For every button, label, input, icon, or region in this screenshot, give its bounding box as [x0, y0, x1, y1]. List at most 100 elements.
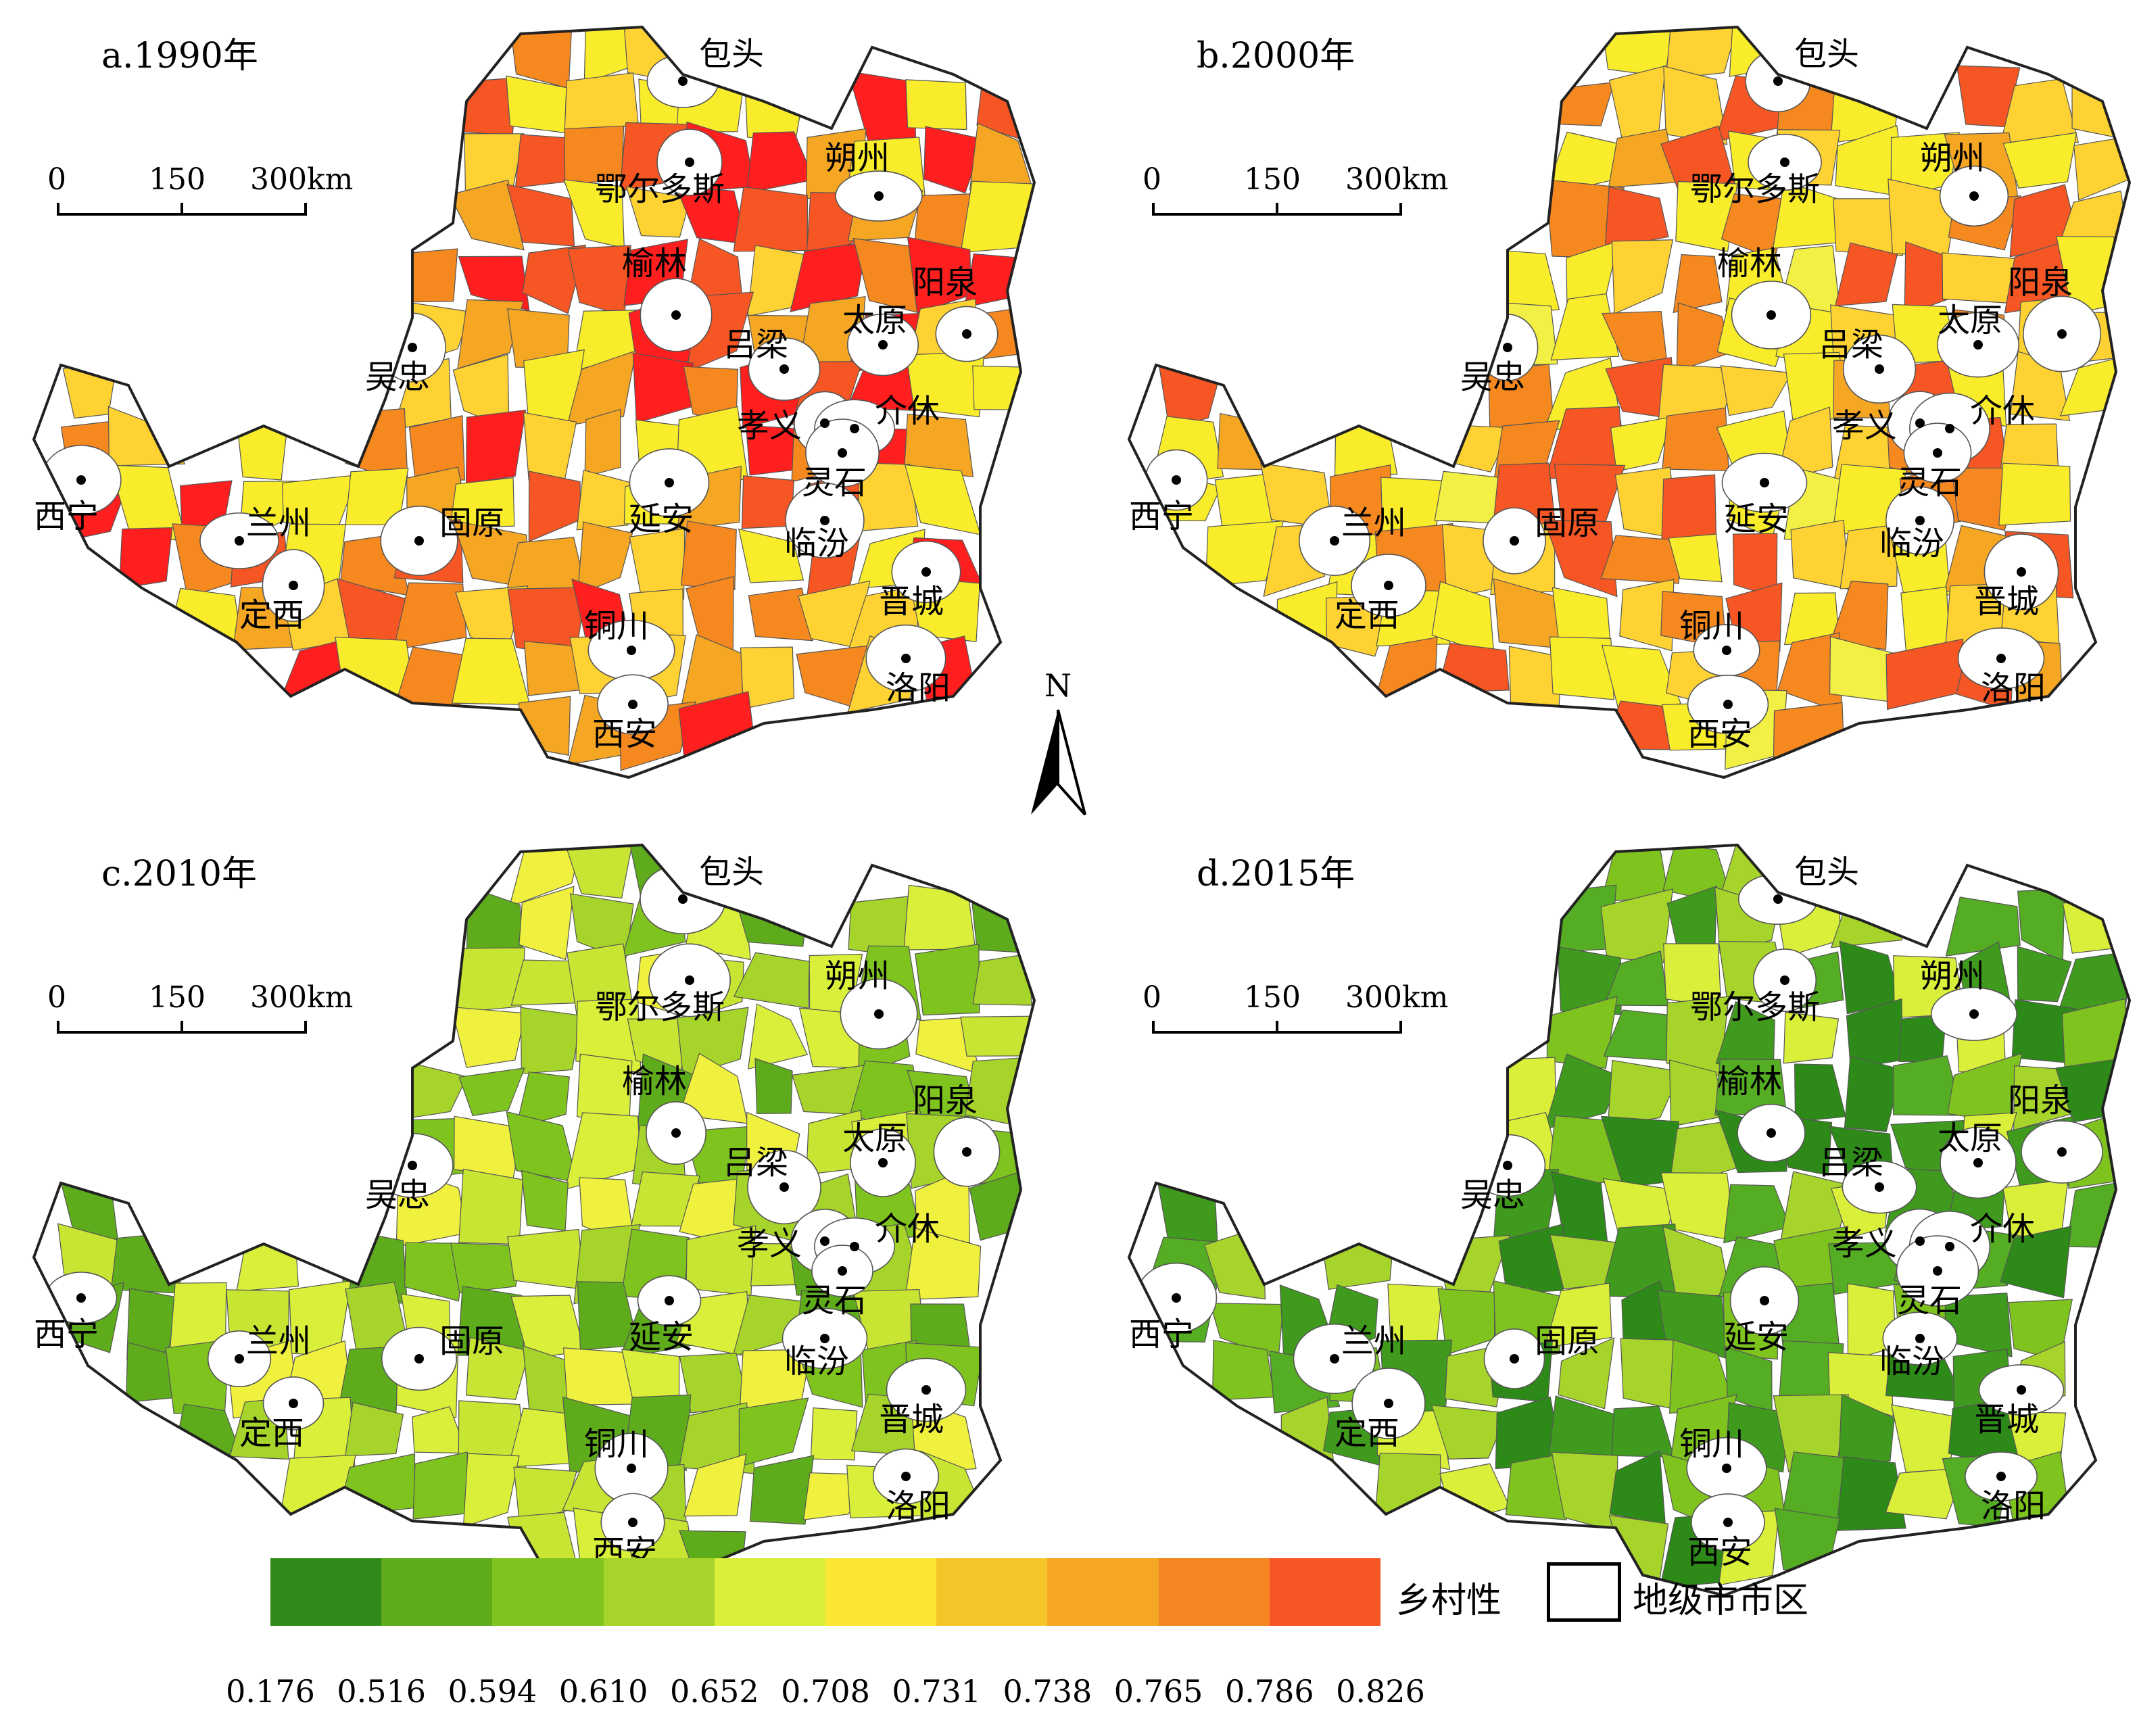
city-label: 阳泉: [913, 264, 978, 302]
region-outline: [1127, 25, 2132, 779]
city-marker: [874, 1009, 884, 1019]
urban-area-label: 地级市市区: [1633, 1581, 1809, 1621]
city-label: 吕梁: [723, 1144, 788, 1182]
county-area: [577, 521, 633, 596]
county-area: [748, 587, 814, 642]
legend-color-ramp: [270, 1558, 1381, 1626]
city-label: 晋城: [879, 1401, 944, 1439]
county-area: [810, 1407, 858, 1461]
city-label: 固原: [1535, 504, 1600, 542]
city-label: 介休: [875, 1210, 940, 1248]
scale-label-150: 150: [1244, 980, 1301, 1015]
legend-swatch: [825, 1558, 937, 1626]
city-marker: [2057, 1147, 2067, 1157]
city-label: 洛阳: [1981, 1487, 2046, 1525]
city-label: 太原: [1938, 1119, 2002, 1157]
county-area: [458, 1067, 525, 1117]
city-marker: [1510, 536, 1519, 546]
county-area: [235, 406, 290, 481]
county-area: [735, 892, 810, 947]
city-marker: [1933, 1266, 1942, 1276]
city-label: 晋城: [1974, 583, 2039, 621]
county-area: [1794, 1063, 1846, 1122]
county-area: [905, 79, 967, 130]
county-area: [1505, 1453, 1567, 1520]
city-marker: [1773, 894, 1783, 904]
scale-bar: 0 150 300km: [1143, 980, 1448, 1041]
city-label: 介休: [875, 392, 940, 430]
city-marker: [779, 1182, 789, 1192]
city-marker: [850, 424, 859, 433]
county-area: [344, 1401, 404, 1457]
scale-label-150: 150: [149, 162, 206, 197]
city-label: 临汾: [784, 525, 849, 562]
county-area: [1620, 1338, 1676, 1409]
city-label: 吴忠: [1460, 1176, 1525, 1214]
city-marker: [414, 536, 424, 546]
county-area: [632, 352, 694, 424]
county-area: [107, 406, 186, 466]
city-label: 阳泉: [2008, 264, 2073, 302]
city-marker: [962, 1147, 971, 1157]
county-area: [680, 521, 737, 591]
county-area: [677, 1007, 749, 1078]
county-area: [972, 365, 1034, 411]
city-label: 兰州: [1341, 1322, 1406, 1360]
city-label: 西宁: [1129, 1316, 1194, 1353]
city-marker: [665, 1296, 674, 1305]
county-area: [1673, 254, 1723, 314]
county-area: [1544, 1282, 1612, 1349]
county-area: [1546, 996, 1618, 1069]
city-label: 鄂尔多斯: [1690, 170, 1820, 208]
city-marker: [1875, 1182, 1884, 1192]
city-label: 晋城: [1974, 1401, 2039, 1439]
city-label: 包头: [1794, 35, 1859, 73]
county-area: [749, 1455, 815, 1525]
city-marker: [1996, 1472, 2006, 1481]
city-marker: [1996, 654, 2006, 663]
county-area: [404, 1242, 467, 1302]
city-label: 固原: [1535, 1322, 1600, 1360]
city-label: 朔州: [1920, 957, 1985, 995]
county-area: [1543, 1053, 1622, 1130]
county-area: [2000, 78, 2080, 143]
county-area: [280, 1454, 356, 1515]
county-area: [1668, 533, 1723, 583]
county-area: [733, 952, 810, 1009]
legend-title: 乡村性: [1396, 1581, 1502, 1621]
county-area: [1783, 1011, 1840, 1064]
city-label: 临汾: [1879, 525, 1944, 562]
legend-tick-label: 0.516: [337, 1673, 427, 1710]
city-label: 灵石: [802, 464, 867, 502]
city-label: 兰州: [246, 1322, 311, 1360]
city-label: 延安: [629, 1318, 694, 1356]
north-label: N: [1044, 669, 1072, 704]
city-marker: [921, 1385, 931, 1395]
county-area: [335, 636, 414, 712]
county-area: [457, 299, 524, 370]
city-marker: [289, 581, 298, 590]
county-area: [746, 131, 815, 193]
city-label: 临汾: [784, 1343, 849, 1380]
county-area: [738, 528, 804, 583]
panel-title: d.2015年: [1197, 854, 1355, 894]
city-marker: [838, 1266, 847, 1276]
map-panel-c: 包头 鄂尔多斯 朔州 榆林 阳泉 吴忠 吕梁 太原 孝义 介休 灵石 西宁 延安 兰州 固原 临汾 晋城 定西 铜川…: [0, 818, 1055, 1616]
county-area: [575, 998, 642, 1074]
county-area: [1431, 1404, 1508, 1460]
city-marker: [820, 1334, 830, 1343]
legend-swatch: [492, 1558, 604, 1626]
city-marker: [1780, 158, 1789, 167]
county-area: [465, 1336, 531, 1400]
city-label: 灵石: [1897, 464, 1962, 502]
city-marker: [820, 418, 830, 428]
city-marker: [1915, 1236, 1925, 1246]
county-area: [1550, 293, 1620, 361]
city-marker: [838, 448, 847, 458]
county-area: [2062, 900, 2130, 954]
city-marker: [1723, 1518, 1733, 1527]
county-area: [391, 1063, 468, 1122]
county-area: [518, 696, 571, 756]
